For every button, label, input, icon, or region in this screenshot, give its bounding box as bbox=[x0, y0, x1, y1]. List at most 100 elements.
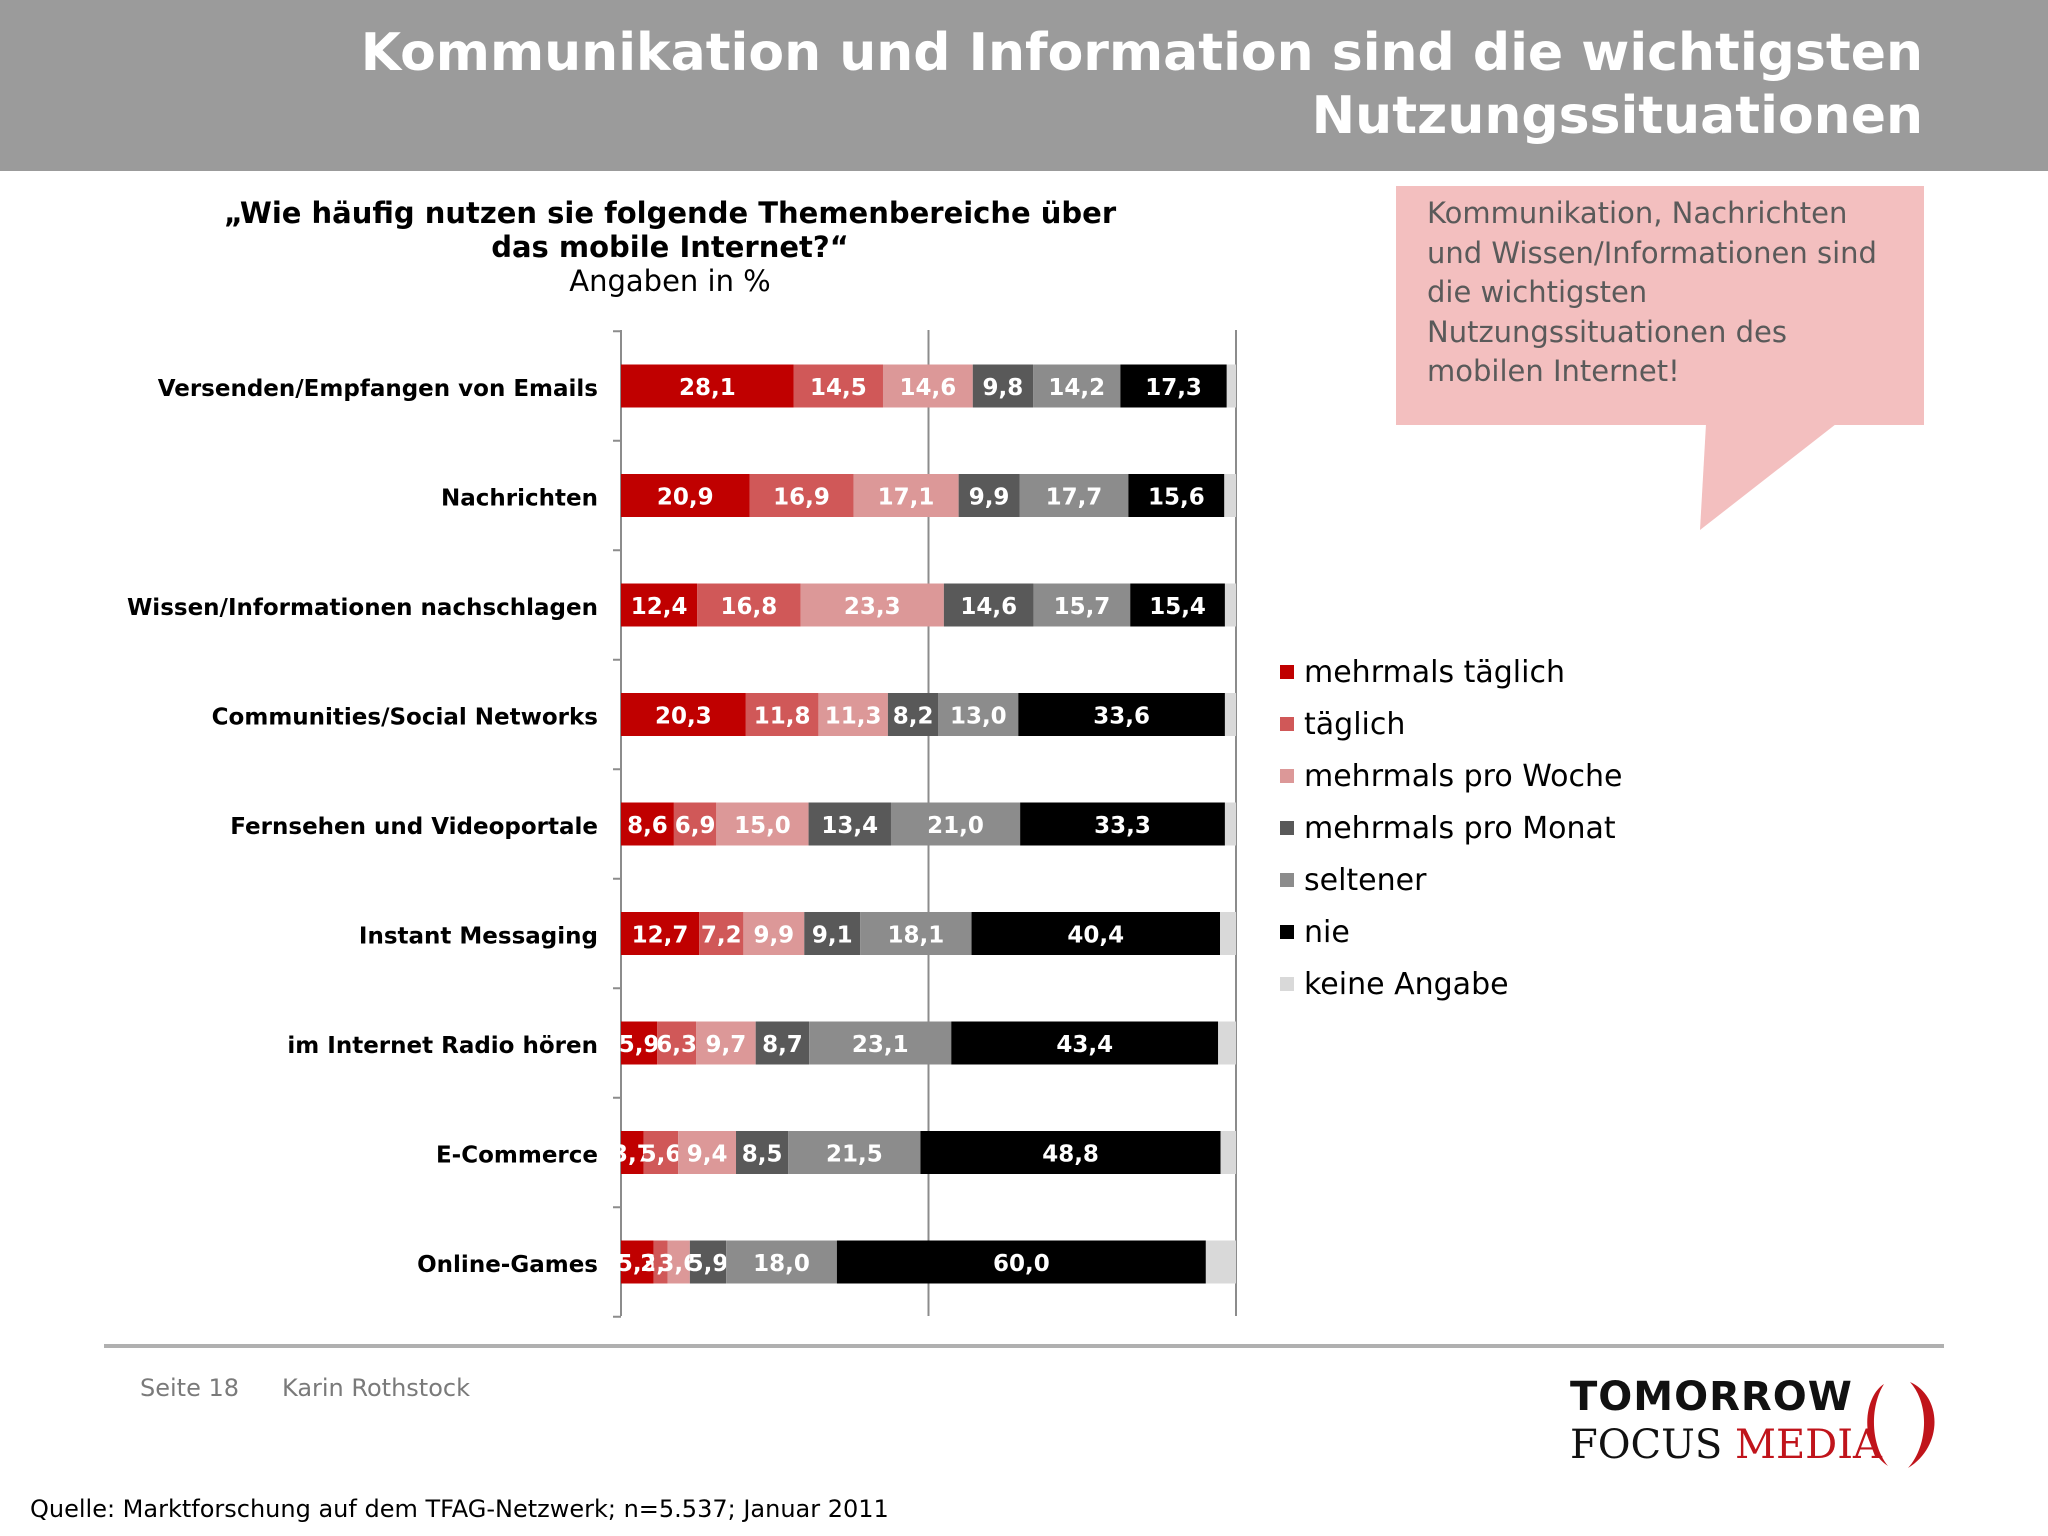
logo-media: MEDIA bbox=[1734, 1422, 1882, 1468]
category-label: Fernsehen und Videoportale bbox=[230, 814, 598, 840]
page-title: Kommunikation und Information sind die w… bbox=[360, 23, 1923, 146]
bar-segment bbox=[1033, 364, 1121, 408]
bar-segment bbox=[621, 1240, 654, 1284]
category-label: Online-Games bbox=[417, 1252, 598, 1278]
data-label: 15,0 bbox=[734, 813, 791, 839]
data-label: 16,8 bbox=[721, 594, 778, 620]
data-label: 5,9 bbox=[619, 1032, 660, 1058]
bar-segment bbox=[1020, 802, 1225, 846]
data-label: 17,1 bbox=[878, 485, 935, 511]
data-label: 28,1 bbox=[679, 375, 736, 401]
bar-segment bbox=[621, 1021, 658, 1065]
bar-segment bbox=[621, 364, 794, 408]
bar-segment bbox=[696, 1021, 756, 1065]
category-label: Instant Messaging bbox=[359, 924, 598, 950]
bar-segment bbox=[853, 474, 959, 517]
category-label: E-Commerce bbox=[436, 1143, 598, 1169]
legend-label: mehrmals pro Monat bbox=[1304, 810, 1616, 846]
data-label: 8,7 bbox=[762, 1032, 803, 1058]
category-label: im Internet Radio hören bbox=[287, 1033, 598, 1059]
bar-segment bbox=[882, 364, 973, 408]
bar-segment bbox=[971, 912, 1221, 955]
legend-item: täglich bbox=[1280, 698, 1622, 750]
bar-segment bbox=[736, 1131, 789, 1174]
callout-text: Kommunikation, Nachrichten und Wissen/In… bbox=[1427, 196, 1877, 388]
bar-segment bbox=[788, 1131, 921, 1174]
bar-segment bbox=[1130, 583, 1225, 627]
legend-item: nie bbox=[1280, 906, 1622, 958]
legend-swatch bbox=[1280, 873, 1294, 887]
data-label: 9,7 bbox=[705, 1032, 746, 1058]
bar-segment bbox=[697, 583, 801, 627]
data-label: 14,2 bbox=[1048, 375, 1105, 401]
legend-item: seltener bbox=[1280, 854, 1622, 906]
data-label: 60,0 bbox=[993, 1251, 1050, 1277]
page-number: Seite 18 bbox=[140, 1374, 240, 1402]
data-label: 17,3 bbox=[1145, 375, 1202, 401]
logo-focus-media: FOCUS MEDIA bbox=[1570, 1422, 1882, 1468]
data-label: 12,7 bbox=[632, 923, 689, 949]
bar-segment bbox=[621, 802, 674, 846]
data-label: 9,4 bbox=[687, 1142, 728, 1168]
bar-segment bbox=[1224, 474, 1236, 517]
bar-segment bbox=[1226, 364, 1236, 408]
data-label: 33,6 bbox=[1093, 704, 1150, 730]
data-label: 11,3 bbox=[825, 704, 882, 730]
legend-swatch bbox=[1280, 977, 1294, 991]
data-label: 13,4 bbox=[821, 813, 878, 839]
bar-segment bbox=[808, 802, 891, 846]
bar-segment bbox=[890, 802, 1021, 846]
legend-swatch bbox=[1280, 665, 1294, 679]
legend-item: keine Angabe bbox=[1280, 958, 1622, 1010]
legend-swatch bbox=[1280, 769, 1294, 783]
data-label: 8,6 bbox=[627, 813, 668, 839]
bar-segment bbox=[657, 1021, 697, 1065]
bar-segment bbox=[643, 1131, 679, 1174]
header-bar: Kommunikation und Information sind die w… bbox=[0, 0, 2048, 171]
bar-segment bbox=[621, 1131, 644, 1174]
data-label: 8,2 bbox=[893, 704, 934, 730]
bar-segment bbox=[673, 802, 717, 846]
data-label: 23,3 bbox=[844, 594, 901, 620]
legend-label: mehrmals täglich bbox=[1304, 654, 1565, 690]
bar-segment bbox=[1220, 1131, 1236, 1174]
bar-segment bbox=[621, 474, 750, 517]
bar-segment bbox=[920, 1131, 1221, 1174]
bar-segment bbox=[1220, 912, 1236, 955]
data-label: 7,2 bbox=[701, 923, 742, 949]
category-label: Communities/Social Networks bbox=[212, 705, 598, 731]
bar-segment bbox=[1205, 1240, 1236, 1284]
logo-tomorrow: TOMORROW bbox=[1570, 1374, 1853, 1420]
data-label: 21,5 bbox=[826, 1142, 883, 1168]
question-unit: Angaben in % bbox=[569, 264, 771, 298]
bar-segment bbox=[716, 802, 809, 846]
bar-segment bbox=[951, 1021, 1219, 1065]
bar-segment bbox=[621, 693, 746, 736]
bar-segment bbox=[1128, 474, 1225, 517]
bar-segment bbox=[818, 693, 888, 736]
bar-segment bbox=[804, 912, 861, 955]
data-label: 5,9 bbox=[688, 1251, 729, 1277]
data-label: 15,7 bbox=[1054, 594, 1111, 620]
legend-item: mehrmals pro Monat bbox=[1280, 802, 1622, 854]
bar-segment bbox=[1120, 364, 1227, 408]
bar-segment bbox=[1033, 583, 1131, 627]
bar-segment bbox=[887, 693, 939, 736]
bar-segment bbox=[836, 1240, 1206, 1284]
data-label: 20,9 bbox=[657, 485, 714, 511]
category-label: Nachrichten bbox=[441, 486, 598, 512]
bar-segment bbox=[755, 1021, 810, 1065]
chart-legend: mehrmals täglich täglich mehrmals pro Woch… bbox=[1280, 646, 1622, 1010]
data-label: 14,6 bbox=[900, 375, 957, 401]
data-label: 11,8 bbox=[754, 704, 811, 730]
logo-focus: FOCUS bbox=[1570, 1422, 1723, 1468]
data-label: 16,9 bbox=[773, 485, 830, 511]
source-note: Quelle: Marktforschung auf dem TFAG-Netz… bbox=[30, 1495, 889, 1523]
data-label: 5,6 bbox=[641, 1142, 682, 1168]
bar-segment bbox=[943, 583, 1034, 627]
bar-segment bbox=[678, 1131, 737, 1174]
data-label: 18,0 bbox=[753, 1251, 810, 1277]
data-label: 43,4 bbox=[1056, 1032, 1113, 1058]
data-label: 48,8 bbox=[1042, 1142, 1099, 1168]
